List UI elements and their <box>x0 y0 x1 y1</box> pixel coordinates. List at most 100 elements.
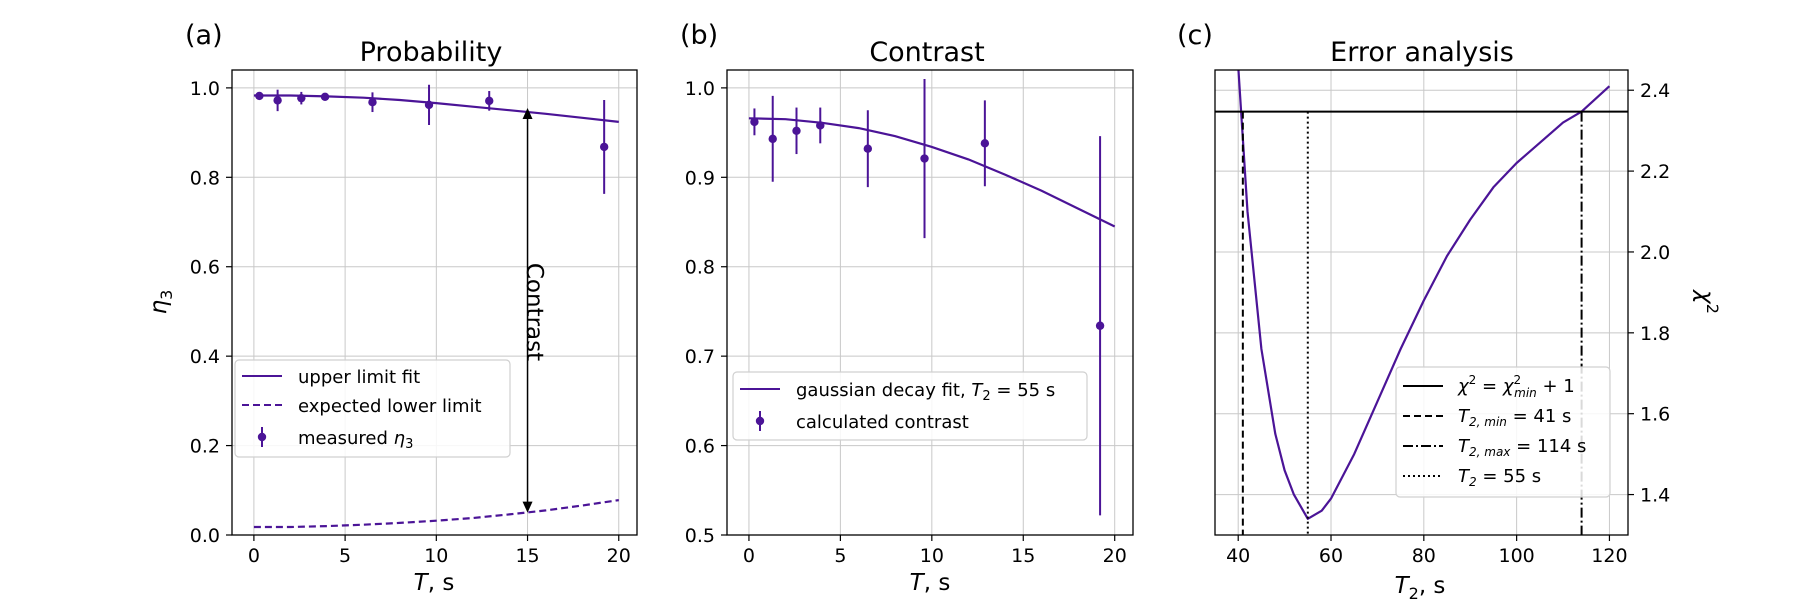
panel-a-x-axis-label: T, s <box>414 570 455 596</box>
panel-a-y-tick-label: 0.8 <box>190 167 220 189</box>
panel-a-measured-point <box>320 92 330 102</box>
panel-c-y-tick-label: 1.6 <box>1640 404 1670 426</box>
panel-c-legend-t2best-label: T2 = 55 s <box>1458 466 1541 489</box>
panel-b-grid <box>727 70 1133 536</box>
panel-c-tag: (c) <box>1177 20 1213 51</box>
panel-a-measured-point <box>485 96 494 106</box>
panel-a-measured-point <box>255 91 264 101</box>
panel-b-x-tick-label: 5 <box>834 545 846 567</box>
panel-a-y-tick-label: 0.0 <box>190 525 220 547</box>
panel-c-y-tick-label: 1.4 <box>1640 485 1670 507</box>
panel-b-calculated-point <box>750 117 759 127</box>
panel-a-x-tick-label: 5 <box>339 545 351 567</box>
panel-a-legend-fit-label: upper limit fit <box>298 367 420 388</box>
panel-a-legend-measured-marker <box>257 432 267 442</box>
panel-c-axes-frame <box>1214 69 1629 536</box>
panel-a-title: Probability <box>360 37 503 68</box>
panel-a-x-tick-label: 20 <box>607 545 631 567</box>
panel-a-measured-point <box>424 100 434 110</box>
panel-a-axes-frame <box>231 69 638 536</box>
panel-c-y-tick-label: 1.8 <box>1640 323 1670 345</box>
panel-a-contrast-arrow-head-top <box>522 108 533 120</box>
panel-b-y-tick-label: 1.0 <box>685 78 715 100</box>
panel-a-lower-limit-line <box>253 499 619 529</box>
panel-a-ticks: 0 5 10 15 20 0.0 0.2 0.4 0.6 0.8 1.0 <box>190 78 631 567</box>
panel-b-y-tick-label: 0.8 <box>685 257 715 279</box>
panel-b-x-tick-label: 15 <box>1011 545 1035 567</box>
panel-a-plot-area <box>253 84 619 529</box>
panel-b-x-tick-label: 20 <box>1103 545 1127 567</box>
panel-c-plot-area <box>1215 70 1628 535</box>
panel-c-y-axis-label: χ2 <box>1692 288 1722 314</box>
panel-c-x-tick-label: 120 <box>1591 545 1627 567</box>
panel-a-legend-measured-label: measured η3 <box>298 428 413 452</box>
panel-b-calculated-point <box>920 154 929 163</box>
panel-c-y-tick-label: 2.2 <box>1640 161 1670 183</box>
panel-a-grid <box>232 70 637 536</box>
panel-b-calculated-point <box>863 144 873 153</box>
panel-b-x-axis-label: T, s <box>910 570 951 596</box>
panel-c-x-tick-label: 100 <box>1498 545 1534 567</box>
panel-a-measured-point <box>368 97 377 107</box>
panel-b-calculated-point <box>980 139 990 148</box>
panel-b-calculated-point <box>1095 321 1105 330</box>
panel-c-y-tick-label: 2.4 <box>1640 80 1670 102</box>
panel-a-x-tick-label: 10 <box>424 545 448 567</box>
panel-a-measured-point <box>599 142 609 152</box>
panel-b-legend: gaussian decay fit, T2 = 55 s calculated… <box>732 371 1088 441</box>
panel-b-legend-fit-label: gaussian decay fit, T2 = 55 s <box>796 380 1055 404</box>
panel-a-contrast-arrow-head-bottom <box>522 501 533 513</box>
panel-c-legend: χ2 = χ2 min + 1 T2, min = 41 s T2, max = … <box>1395 366 1611 498</box>
panel-c-y-tick-label: 2.0 <box>1640 242 1670 264</box>
panel-c-ticks: 40 60 80 100 120 1.4 1.6 1.8 2.0 2.2 2.4 <box>1226 80 1670 567</box>
panel-b-y-tick-label: 0.7 <box>685 346 715 368</box>
panel-a-upper-fit-line <box>253 94 619 123</box>
panel-b-contrast: (b) Contrast 0 5 10 15 200.50.60.70.80.91.0 … <box>680 20 1134 596</box>
panel-b-calculated-point <box>792 126 801 136</box>
panel-b-y-tick-label: 0.9 <box>685 167 715 189</box>
panel-a-x-tick-label: 0 <box>248 545 260 567</box>
panel-a-y-tick-label: 1.0 <box>190 78 220 100</box>
panel-a-y-tick-label: 0.4 <box>190 346 220 368</box>
panel-c-x-axis-label: T2, s <box>1395 573 1446 600</box>
panel-a-probability: (a) Probability 0 5 10 15 20 0.0 0.2 0.4 0.6 0.8 1… <box>146 20 638 596</box>
panel-c-legend-t2max-label: T2, max = 114 s <box>1458 436 1586 459</box>
panel-a-contrast-annotation: Contrast <box>521 263 547 361</box>
panel-b-legend-calc-marker <box>755 416 765 426</box>
panel-c-legend-box <box>1395 366 1611 498</box>
panel-a-legend: upper limit fit expected lower limit mea… <box>234 359 511 458</box>
panel-b-plot-area <box>748 78 1116 516</box>
panel-c-title: Error analysis <box>1330 37 1514 68</box>
panel-a-y-tick-label: 0.6 <box>190 257 220 279</box>
panel-b-x-tick-label: 0 <box>743 545 755 567</box>
panel-a-measured-point <box>273 96 282 105</box>
panel-b-legend-calc-label: calculated contrast <box>796 412 969 433</box>
panel-c-clipped-group <box>1215 70 1628 535</box>
panel-a-legend-box <box>234 359 511 458</box>
panel-c-error-analysis: (c) Error analysis 40 60 80 100 120 1.4 1.6 1.8… <box>1177 20 1722 600</box>
panel-b-calculated-point <box>816 121 825 130</box>
panel-b-legend-box <box>732 371 1088 441</box>
panel-b-title: Contrast <box>869 37 984 68</box>
panel-c-legend-threshold-label: χ2 = χ2 min + 1 <box>1457 373 1575 400</box>
panel-a-measured-point <box>297 93 306 103</box>
panel-a-legend-lower-label: expected lower limit <box>298 396 482 417</box>
panel-c-x-tick-label: 60 <box>1319 545 1343 567</box>
panel-c-x-tick-label: 80 <box>1412 545 1436 567</box>
panel-b-gaussian-fit-line <box>748 117 1116 228</box>
panel-c-x-tick-label: 40 <box>1226 545 1250 567</box>
panel-b-x-tick-label: 10 <box>920 545 944 567</box>
panel-b-ticks: 0 5 10 15 20 0.5 0.6 0.7 0.8 0.9 1.0 <box>685 78 1127 567</box>
panel-a-y-tick-label: 0.2 <box>190 436 220 458</box>
panel-b-axes-frame <box>726 69 1134 536</box>
panel-b-y-tick-label: 0.6 <box>685 436 715 458</box>
panel-b-tag: (b) <box>680 20 718 51</box>
panel-a-tag: (a) <box>185 20 223 51</box>
panel-b-calculated-point <box>768 134 777 144</box>
panel-c-legend-t2min-label: T2, min = 41 s <box>1458 406 1571 429</box>
panel-b-y-tick-label: 0.5 <box>685 525 715 547</box>
panel-a-y-axis-label: η3 <box>146 290 176 315</box>
panel-c-chi2-curve <box>1237 70 1611 520</box>
panel-a-x-tick-label: 15 <box>515 545 539 567</box>
